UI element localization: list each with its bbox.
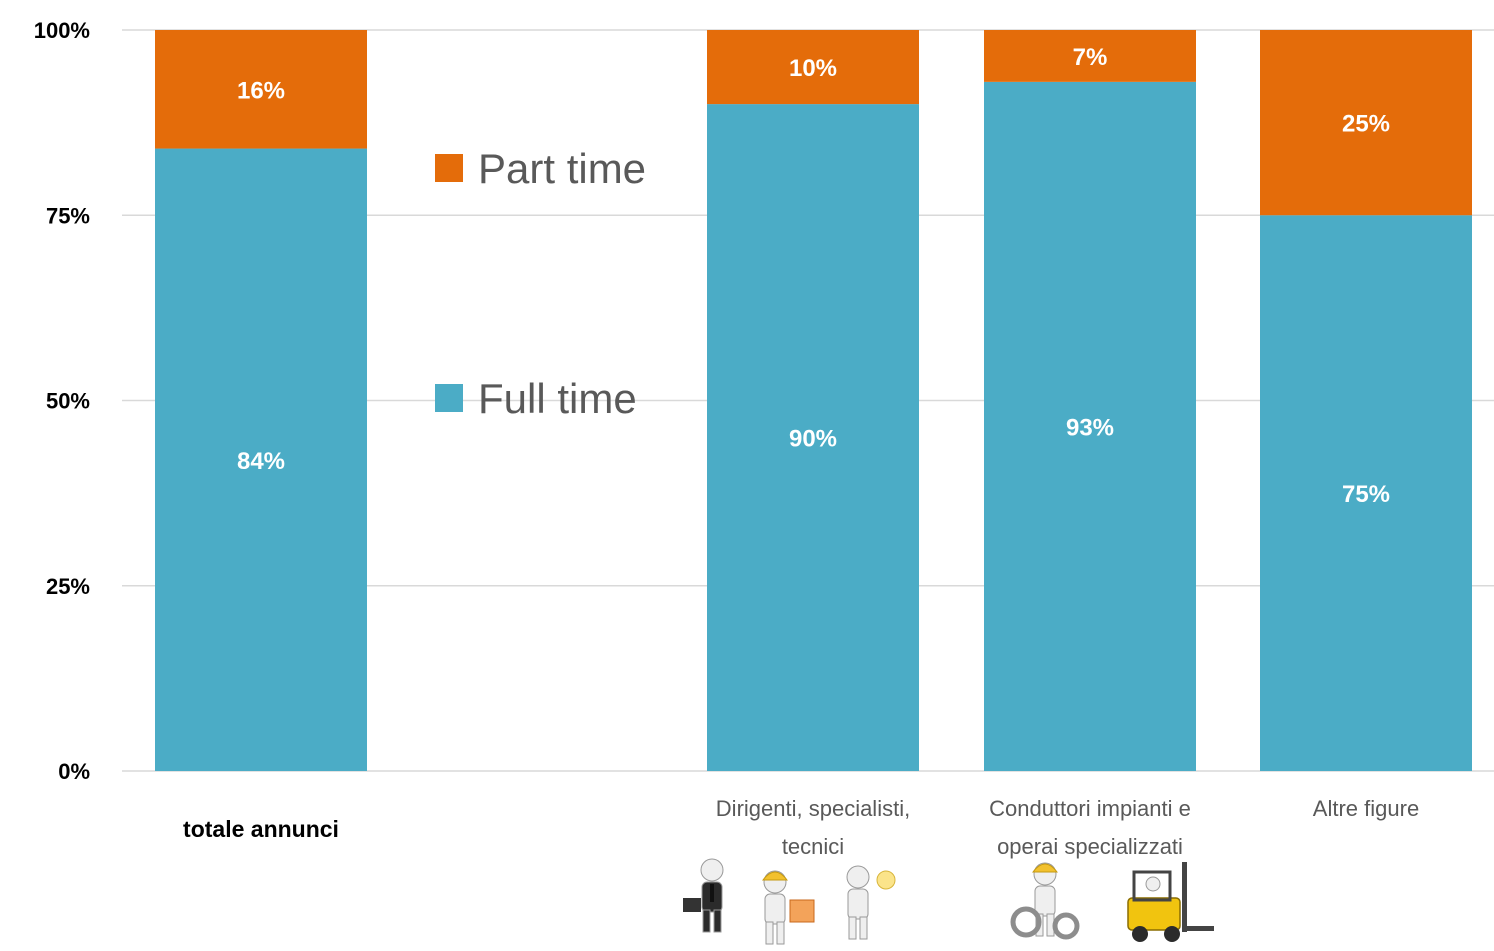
data-label: 75% bbox=[1342, 481, 1390, 508]
worker-with-hard-hat-icon bbox=[761, 870, 815, 945]
y-tick-label: 50% bbox=[46, 389, 90, 414]
bar-full-time-dirigenti-specialisti-tecnici bbox=[707, 104, 919, 772]
x-tick-label: Altre figure bbox=[1313, 796, 1419, 821]
y-tick-label: 100% bbox=[34, 18, 90, 43]
data-label: 7% bbox=[1073, 44, 1108, 71]
illustrations bbox=[683, 858, 1214, 945]
data-label: 84% bbox=[237, 448, 285, 475]
x-tick-label: operai specializzati bbox=[997, 834, 1183, 859]
legend-swatch-full-time bbox=[435, 384, 463, 412]
data-label: 10% bbox=[789, 55, 837, 82]
scientist-with-lightbulb-icon bbox=[846, 865, 896, 940]
data-label: 25% bbox=[1342, 111, 1390, 138]
bar-part-time-conduttori-impianti-e-operai-specializzati bbox=[984, 30, 1196, 82]
bar-full-time-altre-figure bbox=[1260, 215, 1472, 771]
forklift-icon bbox=[1127, 862, 1214, 942]
bar-full-time-totale-annunci bbox=[155, 148, 367, 771]
y-tick-label: 25% bbox=[46, 574, 90, 599]
x-axis: totale annunci Dirigenti, specialisti, tec… bbox=[183, 796, 1419, 859]
y-axis: 0% 25% 50% 75% 100% bbox=[34, 18, 90, 784]
data-label: 16% bbox=[237, 77, 285, 104]
bar-part-time-altre-figure bbox=[1260, 30, 1472, 216]
worker-with-gears-icon bbox=[1010, 862, 1080, 940]
y-tick-label: 0% bbox=[58, 759, 90, 784]
data-label: 90% bbox=[789, 426, 837, 453]
x-tick-label: totale annunci bbox=[183, 816, 339, 842]
bars bbox=[155, 30, 1472, 772]
legend-swatch-part-time bbox=[435, 154, 463, 182]
data-labels: 84% 16% 90% 10% 93% 7% 75% 25% bbox=[237, 44, 1390, 508]
y-tick-label: 75% bbox=[46, 203, 90, 228]
legend-label-full-time: Full time bbox=[478, 375, 637, 422]
bar-part-time-totale-annunci bbox=[155, 30, 367, 149]
x-tick-label: Dirigenti, specialisti, bbox=[716, 796, 910, 821]
bar-full-time-conduttori-impianti-e-operai-specializzati bbox=[984, 81, 1196, 772]
x-tick-label: Conduttori impianti e bbox=[989, 796, 1191, 821]
legend-label-part-time: Part time bbox=[478, 145, 646, 192]
x-tick-label: tecnici bbox=[782, 834, 844, 859]
bar-part-time-dirigenti-specialisti-tecnici bbox=[707, 30, 919, 105]
data-label: 93% bbox=[1066, 414, 1114, 441]
businessman-with-briefcase-icon bbox=[683, 858, 724, 933]
legend: Part time Full time bbox=[435, 145, 646, 422]
